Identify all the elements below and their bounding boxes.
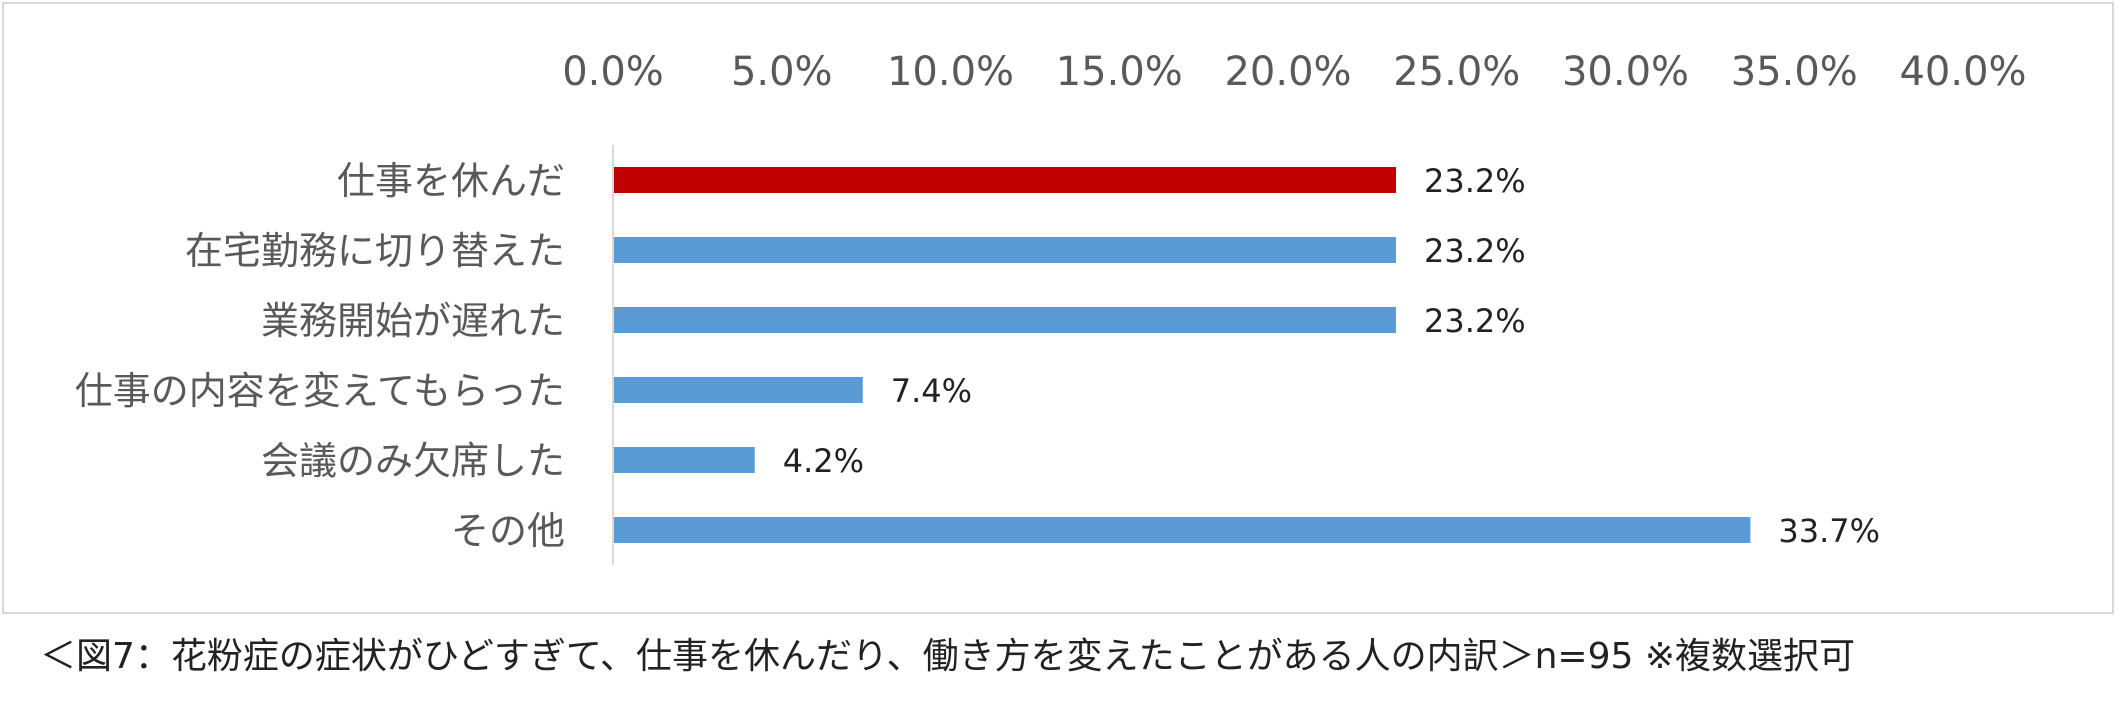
x-tick-label: 5.0% bbox=[731, 49, 833, 95]
category-label: 在宅勤務に切り替えた bbox=[185, 229, 565, 273]
data-label: 7.4% bbox=[891, 372, 972, 410]
category-label: 業務開始が遅れた bbox=[261, 299, 565, 343]
bar bbox=[614, 517, 1751, 543]
data-label: 23.2% bbox=[1424, 232, 1526, 270]
bar-chart: 0.0% 5.0% 10.0% 15.0% 20.0% 25.0% 30.0% 35.0% 40… bbox=[75, 49, 2027, 565]
category-label: 会議のみ欠席した bbox=[261, 439, 565, 483]
x-tick-label: 40.0% bbox=[1899, 49, 2026, 95]
bar bbox=[614, 377, 863, 403]
x-tick-label: 0.0% bbox=[562, 49, 664, 95]
data-label: 33.7% bbox=[1778, 512, 1880, 550]
data-label: 23.2% bbox=[1424, 302, 1526, 340]
x-tick-label: 10.0% bbox=[887, 49, 1014, 95]
x-tick-label: 25.0% bbox=[1393, 49, 1520, 95]
data-label: 4.2% bbox=[783, 442, 864, 480]
bar bbox=[614, 237, 1396, 263]
category-label: その他 bbox=[451, 509, 565, 553]
bar bbox=[614, 307, 1396, 333]
bar bbox=[614, 167, 1396, 193]
x-tick-label: 30.0% bbox=[1562, 49, 1689, 95]
bar bbox=[614, 447, 755, 473]
x-tick-label: 15.0% bbox=[1056, 49, 1183, 95]
data-label: 23.2% bbox=[1424, 162, 1526, 200]
x-tick-label: 35.0% bbox=[1731, 49, 1858, 95]
x-tick-label: 20.0% bbox=[1224, 49, 1351, 95]
category-label: 仕事の内容を変えてもらった bbox=[75, 369, 565, 413]
category-label: 仕事を休んだ bbox=[337, 159, 565, 203]
chart-caption: ＜図7：花粉症の症状がひどすぎて、仕事を休んだり、働き方を変えたことがある人の内… bbox=[40, 636, 1855, 677]
